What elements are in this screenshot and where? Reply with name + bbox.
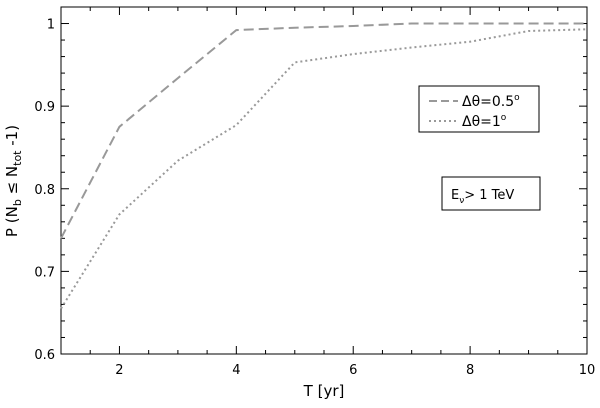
axis-ticks: 2 4 6 8 10 0.6 0.7 0.8 0.9 1 [34,6,596,378]
x-tick-label: 10 [579,363,596,378]
x-axis-label: T [yr] [303,382,345,400]
legend-label-1: Δθ=1o [462,113,507,130]
x-tick-label: 2 [115,363,123,378]
legend-label-0: Δθ=0.5o [462,93,520,110]
series-line-0 [60,22,587,239]
y-axis-label: P (Nb ≤ Ntot -1) [3,125,24,237]
series-line-1 [60,28,588,310]
annotation-text: Eν> 1 TeV [451,188,514,206]
y-tick-label: 0.9 [34,100,55,115]
legend-box [418,85,540,133]
x-tick-label: 8 [466,363,474,378]
annotation-box [441,176,541,211]
series-lines [60,22,588,310]
y-tick-label: 1 [47,18,55,33]
y-tick-label: 0.6 [34,348,55,363]
legend: Δθ=0.5o Δθ=1o [418,85,540,133]
x-tick-label: 6 [349,363,357,378]
y-tick-label: 0.7 [34,265,55,280]
energy-annotation: Eν> 1 TeV [441,176,541,211]
y-tick-label: 0.8 [34,183,55,198]
x-tick-label: 4 [232,363,240,378]
